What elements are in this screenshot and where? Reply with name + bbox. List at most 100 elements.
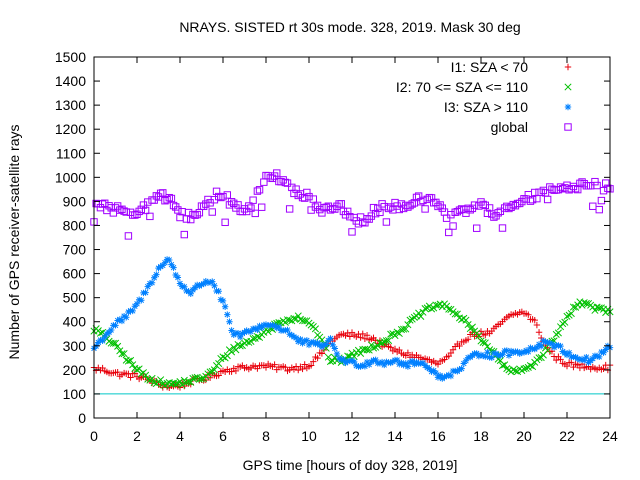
data-point — [127, 374, 134, 381]
data-point — [105, 202, 113, 210]
data-point — [543, 195, 552, 204]
data-point — [198, 281, 205, 288]
data-point — [239, 330, 246, 337]
data-point — [567, 309, 575, 318]
data-point — [378, 358, 386, 366]
data-point — [367, 341, 375, 349]
x-tick-label: 14 — [387, 428, 403, 444]
data-point — [228, 368, 235, 375]
data-point — [217, 296, 225, 303]
data-point — [318, 350, 326, 357]
y-tick-label: 1500 — [55, 49, 86, 65]
data-point — [273, 169, 281, 177]
data-point — [475, 352, 483, 360]
y-tick-label: 1200 — [55, 121, 86, 137]
y-tick-label: 500 — [63, 290, 87, 306]
data-point — [163, 256, 171, 263]
y-axis-label: Number of GPS receiver-satellite rays — [6, 125, 22, 360]
data-point — [473, 224, 481, 232]
data-point — [144, 283, 151, 290]
x-tick-label: 12 — [344, 428, 360, 444]
data-point — [359, 330, 366, 338]
data-point — [453, 310, 461, 318]
data-point — [197, 202, 206, 210]
data-point — [583, 353, 590, 361]
data-point — [404, 349, 412, 357]
data-point — [581, 357, 588, 364]
data-point — [176, 280, 184, 287]
x-tick-label: 8 — [262, 428, 270, 444]
data-point — [333, 202, 341, 210]
data-point — [531, 188, 539, 197]
x-axis-label: GPS time [hours of doy 328, 2019] — [243, 457, 458, 473]
legend-marker — [564, 123, 572, 131]
data-point — [383, 358, 390, 366]
data-point — [361, 219, 369, 227]
data-point — [553, 356, 560, 364]
data-point — [137, 205, 146, 214]
data-point — [219, 353, 227, 361]
data-point — [215, 359, 223, 368]
legend-marker — [564, 63, 572, 71]
data-point — [234, 340, 242, 349]
data-point — [350, 358, 358, 366]
data-point — [427, 194, 436, 202]
data-point — [148, 279, 156, 286]
data-point — [432, 369, 440, 377]
data-point — [434, 301, 442, 309]
data-point — [197, 375, 206, 383]
data-point — [432, 301, 440, 309]
data-layer — [90, 169, 614, 391]
data-point — [340, 355, 347, 363]
data-point — [503, 364, 511, 373]
data-point — [318, 209, 326, 217]
data-point — [141, 206, 150, 215]
x-tick-label: 22 — [559, 428, 575, 444]
data-point — [236, 342, 244, 350]
data-point — [546, 339, 553, 347]
data-point — [529, 363, 537, 371]
data-point — [484, 348, 491, 356]
data-point — [357, 363, 364, 370]
data-point — [258, 324, 265, 331]
legend-label: global — [491, 119, 528, 135]
data-point — [602, 179, 610, 187]
data-point — [526, 362, 535, 370]
data-point — [462, 357, 470, 364]
data-point — [396, 346, 403, 354]
y-tick-label: 600 — [63, 266, 87, 282]
data-point — [195, 209, 204, 217]
data-point — [376, 208, 384, 217]
data-point — [311, 325, 320, 333]
data-point — [148, 196, 156, 204]
data-point — [408, 200, 416, 208]
data-point — [137, 370, 145, 378]
data-point — [266, 174, 275, 182]
data-point — [600, 349, 607, 356]
data-point — [262, 171, 270, 180]
legend-label: I1: SZA < 70 — [451, 59, 529, 75]
data-point — [565, 349, 573, 356]
data-point — [331, 345, 338, 352]
data-point — [292, 185, 300, 193]
data-point — [138, 297, 145, 304]
data-point — [576, 298, 584, 306]
data-point — [185, 378, 193, 386]
data-point — [604, 184, 612, 192]
data-point — [199, 202, 208, 211]
data-point — [163, 196, 171, 204]
data-point — [191, 374, 199, 382]
data-point — [174, 206, 182, 214]
data-point — [509, 366, 517, 374]
data-point — [255, 333, 264, 342]
data-point — [109, 339, 117, 347]
data-point — [264, 172, 272, 180]
data-point — [482, 331, 489, 339]
data-point — [111, 339, 120, 347]
x-tick-label: 18 — [473, 428, 489, 444]
data-point — [219, 297, 227, 305]
data-point — [376, 360, 384, 367]
data-point — [391, 331, 399, 340]
data-point — [314, 354, 321, 362]
